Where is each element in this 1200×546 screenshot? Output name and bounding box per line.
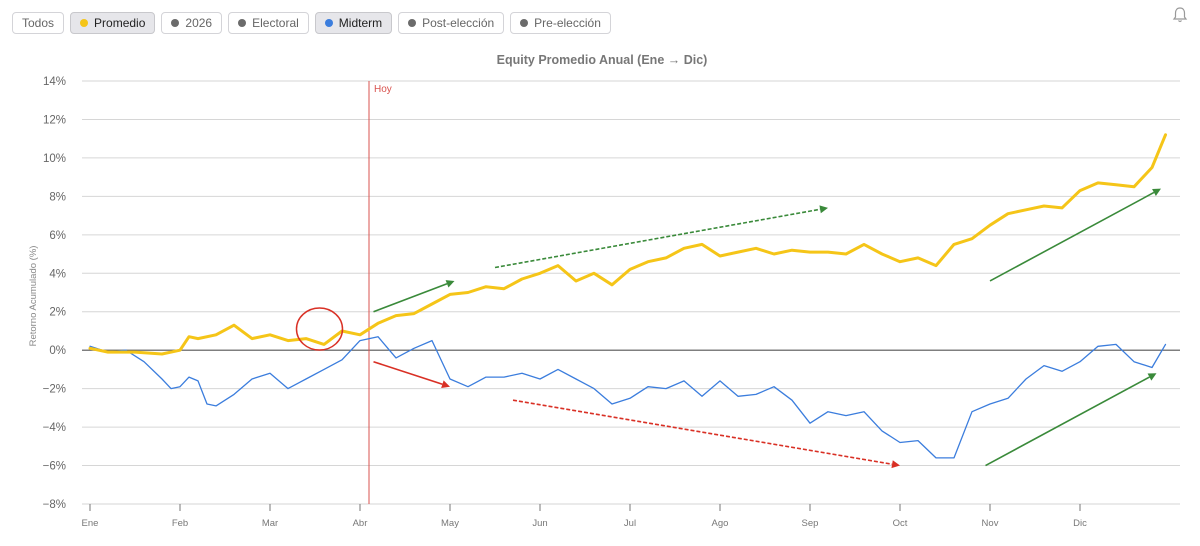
x-tick-label: Oct (893, 518, 908, 529)
filter-chip-todos[interactable]: Todos (12, 12, 65, 34)
filter-chip-2026[interactable]: 2026 (161, 12, 223, 34)
grid (82, 80, 1180, 505)
y-tick-label: 10% (43, 153, 66, 165)
trend-arrow-head (1147, 373, 1157, 381)
today-marker: Hoy (368, 81, 392, 504)
trend-arrow-line (512, 399, 893, 466)
series-line-promedio (88, 133, 1167, 356)
filter-chip-label: Todos (22, 16, 55, 30)
x-tick-label: Nov (982, 518, 999, 529)
y-tick-label: 0% (49, 345, 66, 357)
x-tick-label: Jul (624, 518, 636, 529)
legend-dot-icon (408, 19, 417, 27)
legend-dot-icon (520, 19, 529, 27)
trend-arrow-line (985, 376, 1150, 467)
trend-arrow-line (989, 191, 1155, 282)
trend-arrow-line (373, 360, 443, 385)
trend-arrow-head (819, 205, 828, 214)
filter-chip-midterm[interactable]: Midterm (314, 12, 393, 34)
y-tick-label: −6% (43, 461, 66, 473)
legend-dot-icon (80, 19, 89, 27)
filter-chip-label: 2026 (185, 16, 213, 30)
filter-chip-electoral[interactable]: Electoral (228, 12, 309, 34)
today-label: Hoy (374, 84, 392, 95)
y-tick-label: −2% (43, 384, 66, 396)
trend-arrow-head (445, 280, 455, 288)
chart-title: Equity Promedio Anual (Ene → Dic) (497, 53, 708, 67)
y-tick-label: 12% (43, 114, 66, 126)
bell-icon[interactable] (1172, 6, 1188, 29)
series-line-midterm (89, 336, 1167, 459)
trend-arrow-head (891, 460, 900, 469)
filter-chip-label: Post-elección (422, 16, 495, 30)
series (88, 133, 1167, 459)
x-tick-label: Dic (1073, 518, 1087, 529)
x-tick-label: Mar (262, 518, 278, 529)
filter-toolbar: Todos Promedio 2026 Electoral Midterm Post-el… (12, 12, 611, 34)
y-tick-label: 4% (49, 268, 66, 280)
filter-chip-post-elecci-n[interactable]: Post-elección (398, 12, 505, 34)
y-tick-label: −8% (43, 499, 66, 511)
x-tick-label: Abr (353, 518, 368, 529)
annotations (295, 188, 1161, 469)
trend-arrow-head (1152, 188, 1161, 196)
filter-chip-promedio[interactable]: Promedio (70, 12, 156, 34)
y-tick-label: 14% (43, 76, 66, 88)
trend-arrow-line (373, 283, 448, 313)
trend-arrow-head (441, 380, 450, 389)
filter-chip-label: Midterm (338, 16, 383, 30)
x-tick-label: Ago (712, 518, 729, 529)
legend-dot-icon (324, 19, 333, 27)
legend-dot-icon (171, 19, 180, 27)
legend-dot-icon (238, 19, 247, 27)
filter-chip-label: Pre-elección (534, 16, 601, 30)
filter-chip-label: Electoral (252, 16, 299, 30)
axis-ticks: −8% −6% −4% −2% 0% 2% 4% 6% 8% 10% 12% 14% Ene Feb Mar… (43, 76, 1087, 529)
trend-arrow-line (494, 208, 821, 269)
filter-chip-label: Promedio (94, 16, 146, 30)
x-tick-label: Sep (802, 518, 819, 529)
y-tick-label: −4% (43, 422, 66, 434)
x-tick-label: May (441, 518, 459, 529)
y-axis-label: Retorno Acumulado (%) (28, 246, 39, 347)
y-tick-label: 6% (49, 230, 66, 242)
y-tick-label: 8% (49, 191, 66, 203)
x-tick-label: Feb (172, 518, 188, 529)
y-tick-label: 2% (49, 307, 66, 319)
filter-chip-pre-elecci-n[interactable]: Pre-elección (510, 12, 611, 34)
x-tick-label: Jun (532, 518, 547, 529)
x-tick-label: Ene (82, 518, 99, 529)
highlight-circle (295, 307, 344, 351)
